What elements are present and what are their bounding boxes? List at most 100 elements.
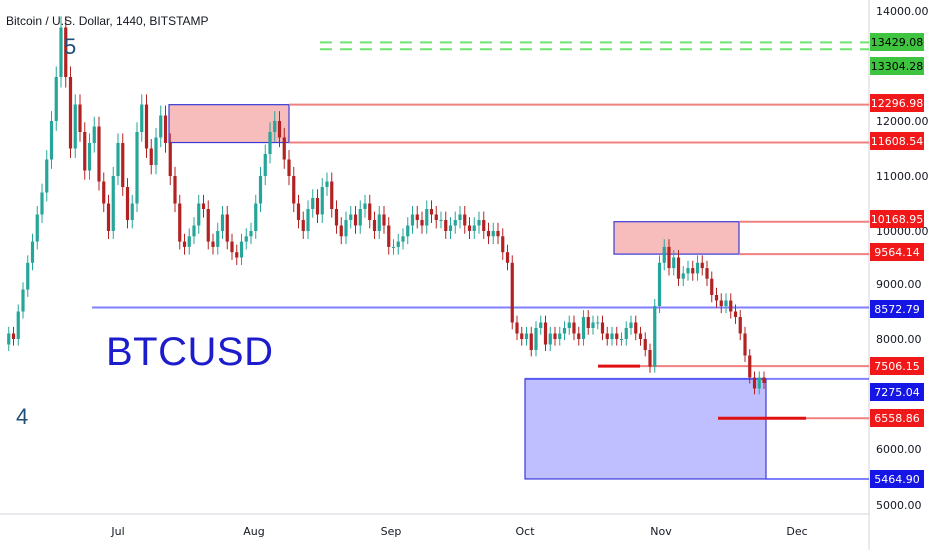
candle-body	[178, 203, 182, 242]
candle-body	[363, 203, 367, 209]
candle-body	[353, 214, 358, 226]
price-tag-label: 13429.08	[871, 36, 924, 49]
candle-body	[301, 220, 305, 231]
x-tick-label: Dec	[786, 525, 807, 538]
candle-body	[325, 181, 329, 187]
candle-body	[491, 231, 495, 237]
x-tick-label: Aug	[243, 525, 264, 538]
price-tag-label: 7506.15	[874, 360, 920, 373]
chart-title: Bitcoin / U.S. Dollar, 1440, BITSTAMP	[6, 14, 209, 28]
candle-body	[591, 322, 595, 328]
price-tag	[870, 357, 924, 375]
candle-body	[254, 203, 258, 231]
candle-body	[149, 148, 153, 165]
candle-body	[520, 333, 524, 339]
candle-body	[182, 241, 187, 247]
candle-body	[73, 104, 77, 149]
wave-label-5: 5	[64, 34, 77, 59]
price-tag-label: 13304.28	[871, 60, 924, 73]
candle-body	[662, 246, 666, 263]
candle-body	[686, 268, 690, 274]
price-tag	[870, 94, 924, 112]
candle-body	[415, 214, 419, 220]
candle-body	[140, 104, 144, 132]
candle-body	[548, 333, 552, 345]
candle-body	[529, 333, 533, 350]
candle-body	[7, 333, 11, 345]
candle-body	[743, 333, 747, 356]
candle-body	[273, 121, 277, 132]
candle-body	[420, 220, 424, 226]
candle-body	[572, 322, 576, 334]
candle-body	[387, 225, 391, 247]
price-tag	[870, 132, 924, 150]
candle-body	[216, 231, 220, 247]
candle-body	[605, 333, 609, 339]
price-tag-label: 7275.04	[874, 386, 920, 399]
candle-body	[230, 241, 234, 253]
candle-body	[714, 295, 719, 301]
price-tag	[870, 33, 924, 51]
candle-body	[648, 350, 652, 367]
candle-body	[97, 126, 101, 182]
candle-body	[562, 328, 567, 334]
price-tag	[870, 243, 924, 261]
candle-body	[235, 252, 239, 258]
candle-body	[64, 27, 68, 77]
candle-body	[733, 311, 738, 317]
candle-body	[463, 214, 467, 226]
price-tag-label: 11608.54	[871, 135, 924, 148]
candle-body	[472, 225, 476, 231]
candle-body	[30, 241, 35, 263]
y-tick-label: 10000.00	[876, 225, 929, 238]
price-tag	[870, 470, 924, 488]
candle-body	[21, 289, 25, 312]
candle-body	[634, 322, 638, 334]
candle-body	[239, 241, 244, 258]
price-tag	[870, 383, 924, 401]
candle-body	[615, 333, 619, 339]
candle-body	[729, 300, 733, 312]
price-tag-label: 5464.90	[874, 473, 920, 486]
candle-body	[501, 236, 505, 253]
wave-label-4: 4	[16, 404, 29, 429]
price-tag-label: 10168.95	[871, 213, 924, 226]
candle-body	[738, 317, 742, 334]
candle-body	[263, 154, 267, 176]
candle-body	[401, 236, 405, 242]
candle-body	[406, 225, 410, 237]
y-tick-label: 11000.00	[876, 170, 929, 183]
candle-body	[467, 225, 472, 231]
x-tick-label: Oct	[515, 525, 535, 538]
y-tick-label: 12000.00	[876, 115, 929, 128]
candle-body	[543, 322, 548, 345]
candle-body	[486, 231, 491, 237]
candle-body	[78, 104, 82, 132]
candle-body	[16, 311, 20, 339]
candle-body	[163, 115, 168, 143]
candle-body	[539, 322, 543, 328]
y-tick-label: 6000.00	[876, 443, 922, 456]
candle-body	[244, 236, 248, 242]
candle-body	[629, 322, 633, 328]
candle-body	[558, 333, 562, 339]
candle-body	[667, 246, 671, 269]
price-tag	[870, 210, 924, 228]
candle-body	[681, 273, 685, 279]
candle-body	[173, 176, 177, 204]
candle-body	[458, 214, 462, 220]
candle-body	[287, 159, 291, 176]
candle-body	[377, 214, 381, 231]
candle-body	[757, 377, 761, 389]
candle-body	[121, 143, 125, 187]
candle-body	[220, 214, 225, 231]
candle-body	[577, 333, 581, 339]
candle-body	[643, 339, 647, 350]
candle-body	[477, 220, 481, 226]
candle-body	[567, 322, 571, 328]
x-tick-label: Jul	[110, 525, 124, 538]
zone-box	[524, 378, 767, 480]
candle-body	[510, 262, 514, 323]
candle-body	[396, 241, 400, 247]
